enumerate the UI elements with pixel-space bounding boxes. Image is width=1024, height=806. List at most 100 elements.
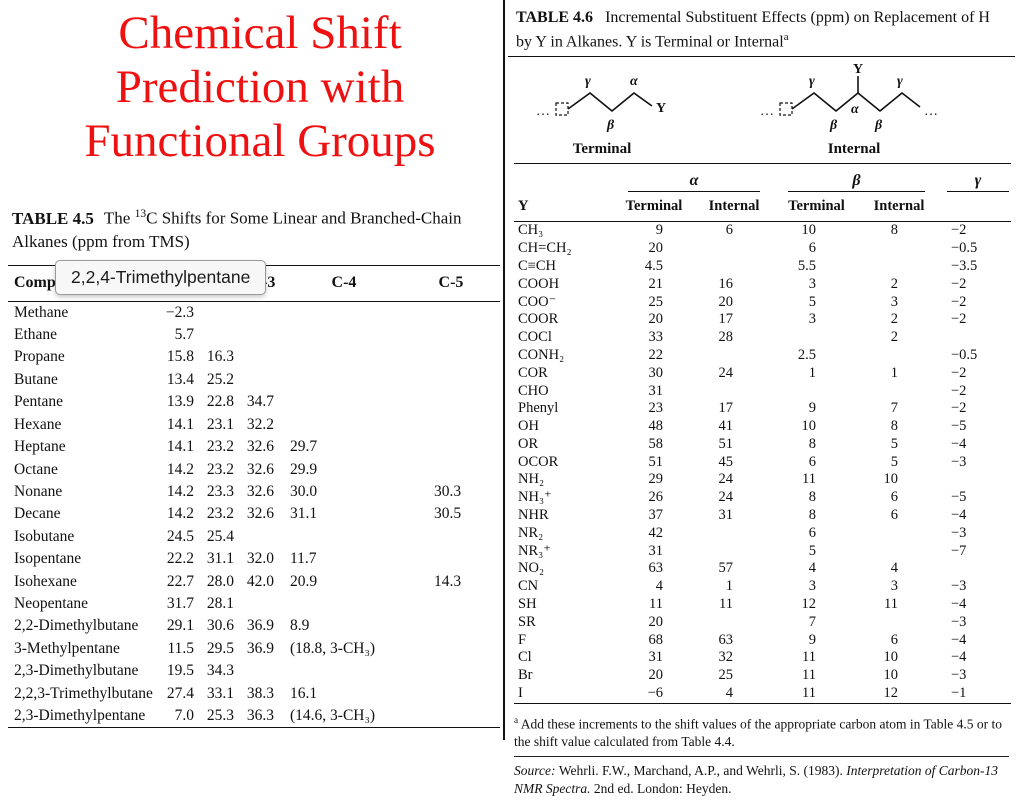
row-label: Methane xyxy=(14,303,69,321)
cell-value: 10 xyxy=(883,649,899,666)
cell-value: 5.7 xyxy=(174,326,194,344)
cell-value xyxy=(240,526,286,548)
column-header-alpha-internal: Internal xyxy=(694,191,774,223)
row-label: CHO xyxy=(518,382,549,399)
title-line-3: Functional Groups xyxy=(84,115,436,167)
cell-value xyxy=(402,526,500,548)
cell-value xyxy=(240,346,286,368)
cell-value: 8 xyxy=(890,418,898,435)
cell-value: 22.2 xyxy=(166,550,194,568)
cell-value: −3 xyxy=(951,667,967,684)
cell-value: 8 xyxy=(808,435,816,452)
table-row: 2,3-Dimethylpentane 7.0 25.3 36.3 (14.6, 3-C… xyxy=(8,705,500,728)
row-label: I xyxy=(514,685,614,704)
greek-header-row: α β γ xyxy=(514,164,1011,192)
alpha-group-label: α xyxy=(628,172,760,192)
cell-value: 68 xyxy=(648,631,664,648)
alpha-label: α xyxy=(630,74,638,89)
row-label: 3-Methylpentane xyxy=(14,639,120,657)
cell-value: −0.5 xyxy=(951,346,978,363)
table-row: CH₃ 9 6 10 8 −2 xyxy=(514,222,1011,240)
cell-value xyxy=(402,301,500,324)
cell-value xyxy=(200,324,240,346)
cell-value: −2 xyxy=(951,364,967,381)
row-label: SH xyxy=(518,596,537,613)
gamma-label: γ xyxy=(809,74,815,89)
table46-label: TABLE 4.6 xyxy=(516,9,594,26)
cell-value: 23.2 xyxy=(206,460,234,478)
cell-value xyxy=(694,543,774,561)
cell-value: 32 xyxy=(718,649,734,666)
cell-value xyxy=(859,347,939,365)
table-row: 2,2-Dimethylbutane 29.1 30.6 36.9 8.9 xyxy=(8,615,500,637)
cell-value: 9 xyxy=(655,222,663,239)
table-row: SR 20 7 −3 xyxy=(514,614,1011,632)
cell-value: 11 xyxy=(649,596,663,613)
cell-value: 30 xyxy=(648,364,664,381)
cell-value xyxy=(286,301,402,324)
cell-value: 48 xyxy=(648,418,664,435)
cell-value: −2 xyxy=(951,293,967,310)
cell-value: 20.9 xyxy=(290,572,318,590)
cell-value xyxy=(859,614,939,632)
cell-value xyxy=(402,459,500,481)
cell-value: 24 xyxy=(718,471,734,488)
column-header-c5: C-5 xyxy=(402,265,500,302)
cell-value: 9 xyxy=(808,400,816,417)
table-row: Pentane 13.9 22.8 34.7 xyxy=(8,391,500,413)
cell-value: −4 xyxy=(951,596,967,613)
cell-value: 5 xyxy=(890,435,898,452)
row-label: 2,3-Dimethylpentane xyxy=(14,706,146,724)
row-label: NHR xyxy=(518,507,549,524)
cell-value: 4.5 xyxy=(644,257,663,274)
cell-value: 31.1 xyxy=(206,550,234,568)
cell-value xyxy=(240,660,286,682)
cell-value: 11 xyxy=(719,596,733,613)
row-label: Butane xyxy=(14,370,58,388)
cell-value: 25.4 xyxy=(206,527,234,545)
cell-value: 29.9 xyxy=(290,460,318,478)
right-panel: TABLE 4.6 Incremental Substituent Effects… xyxy=(506,0,1017,797)
row-label: 2,2,3-Trimethylbutane xyxy=(14,684,153,702)
cell-value xyxy=(286,369,402,391)
cell-value: 34.3 xyxy=(206,662,234,680)
row-label: COCl xyxy=(518,329,552,346)
cell-value: 38.3 xyxy=(246,684,274,702)
beta-label: β xyxy=(874,118,883,133)
table-row: SH 11 11 12 11 −4 xyxy=(514,596,1011,614)
cell-value: 32.6 xyxy=(246,438,274,456)
row-label: Octane xyxy=(14,460,58,478)
cell-value: 5 xyxy=(808,542,816,559)
cell-value: −0.5 xyxy=(951,240,978,257)
cell-value: 14.2 xyxy=(166,460,194,478)
table46-caption: TABLE 4.6 Incremental Substituent Effects… xyxy=(506,0,1011,56)
row-label: F xyxy=(518,631,527,648)
terminal-label: Terminal xyxy=(573,141,632,157)
table-row: OR 58 51 8 5 −4 xyxy=(514,436,1011,454)
footnote-text: Add these increments to the shift values… xyxy=(514,716,1003,749)
cell-value: 51 xyxy=(718,435,734,452)
sub-header-row: Y Terminal Internal Terminal Internal xyxy=(514,191,1011,223)
cell-value: 6 xyxy=(808,524,816,541)
cell-value: 58 xyxy=(648,435,664,452)
cell-value: 20 xyxy=(648,667,664,684)
cell-value: 29 xyxy=(648,471,664,488)
cell-value xyxy=(240,324,286,346)
cell-value: 51 xyxy=(648,453,664,470)
title-line-2: Prediction with xyxy=(115,61,405,113)
cell-value xyxy=(694,614,774,632)
cell-value: 33 xyxy=(648,329,664,346)
source-authors: Wehrli. F.W., Marchand, A.P., and Wehrli… xyxy=(558,763,847,779)
table-row: COO⁻ 25 20 5 3 −2 xyxy=(514,294,1011,312)
cell-value: 13.4 xyxy=(166,370,194,388)
cell-value xyxy=(200,301,240,324)
cell-value xyxy=(859,240,939,258)
cell-value: 11.7 xyxy=(290,550,317,568)
row-label: Isohexane xyxy=(14,572,77,590)
cell-value: 14.1 xyxy=(166,415,194,433)
cell-value xyxy=(402,391,500,413)
cell-value xyxy=(694,347,774,365)
cell-value: 20 xyxy=(718,293,734,310)
cell-value xyxy=(939,471,1011,489)
table-row: OCOR 51 45 6 5 −3 xyxy=(514,454,1011,472)
